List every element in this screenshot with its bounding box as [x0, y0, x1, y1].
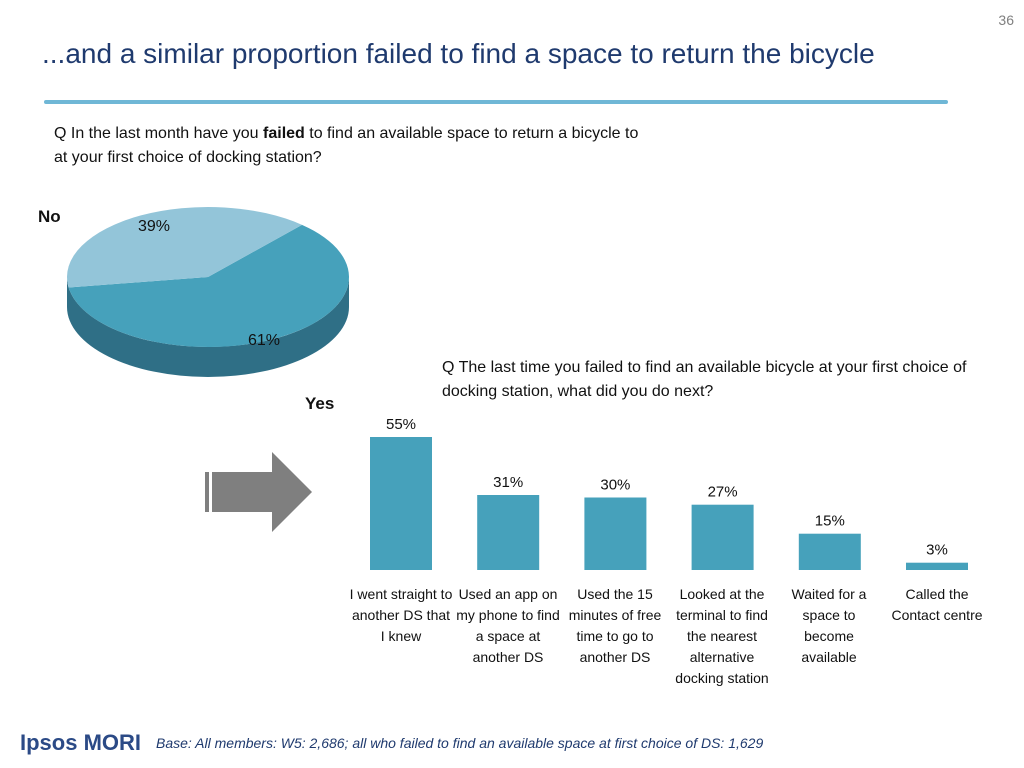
category-label: Called the Contact centre: [891, 586, 983, 623]
category-label: I went straight to another DS that I kne…: [349, 586, 453, 644]
bar: [906, 562, 968, 570]
bar-value-label: 30%: [600, 477, 630, 494]
right-arrow-icon: [212, 452, 312, 532]
pie-value-no: 39%: [138, 218, 170, 235]
title-divider: [44, 100, 948, 104]
arrow-connector: [205, 452, 312, 532]
bar-chart: 55% 31% 30% 27% 15% 3%: [370, 416, 968, 570]
bar: [584, 497, 647, 570]
category-label: Waited for a space to become available: [791, 586, 867, 665]
question-1: Q In the last month have you failed to f…: [54, 122, 654, 170]
question-1-suffix: to find an available space to return a b…: [54, 125, 639, 166]
pie-chart: No Yes 39% 61%: [38, 206, 349, 413]
bar: [370, 437, 432, 570]
bar-value-label: 55%: [386, 416, 416, 433]
category-label: Used an app on my phone to find a space …: [456, 586, 560, 665]
bar-value-label: 27%: [708, 484, 738, 501]
bar: [798, 533, 861, 570]
category-label: Used the 15 minutes of free time to go t…: [568, 586, 662, 665]
base-note: Base: All members: W5: 2,686; all who fa…: [156, 735, 764, 751]
bar: [691, 504, 754, 570]
arrow-tail-line: [205, 472, 209, 512]
category-label: Looked at the terminal to find the neare…: [675, 586, 769, 686]
bar-value-label: 31%: [493, 474, 523, 491]
bar-value-label: 3%: [926, 542, 948, 559]
question-1-emphasis: failed: [263, 125, 305, 142]
bar: [477, 495, 540, 570]
pie-side-wall: [67, 277, 349, 377]
ipsos-mori-logo: Ipsos MORI: [20, 730, 142, 755]
question-1-prefix: Q In the last month have you: [54, 125, 264, 142]
page-number: 36: [998, 12, 1014, 28]
pie-label-yes: Yes: [305, 394, 334, 413]
pie-slice-yes: [68, 224, 349, 347]
slide-title: ...and a similar proportion failed to fi…: [42, 38, 875, 69]
pie-value-yes: 61%: [248, 332, 280, 349]
bar-value-label: 15%: [815, 513, 845, 530]
pie-slice-no: [67, 206, 302, 288]
question-2: Q The last time you failed to find an av…: [442, 359, 967, 400]
pie-label-no: No: [38, 207, 61, 226]
